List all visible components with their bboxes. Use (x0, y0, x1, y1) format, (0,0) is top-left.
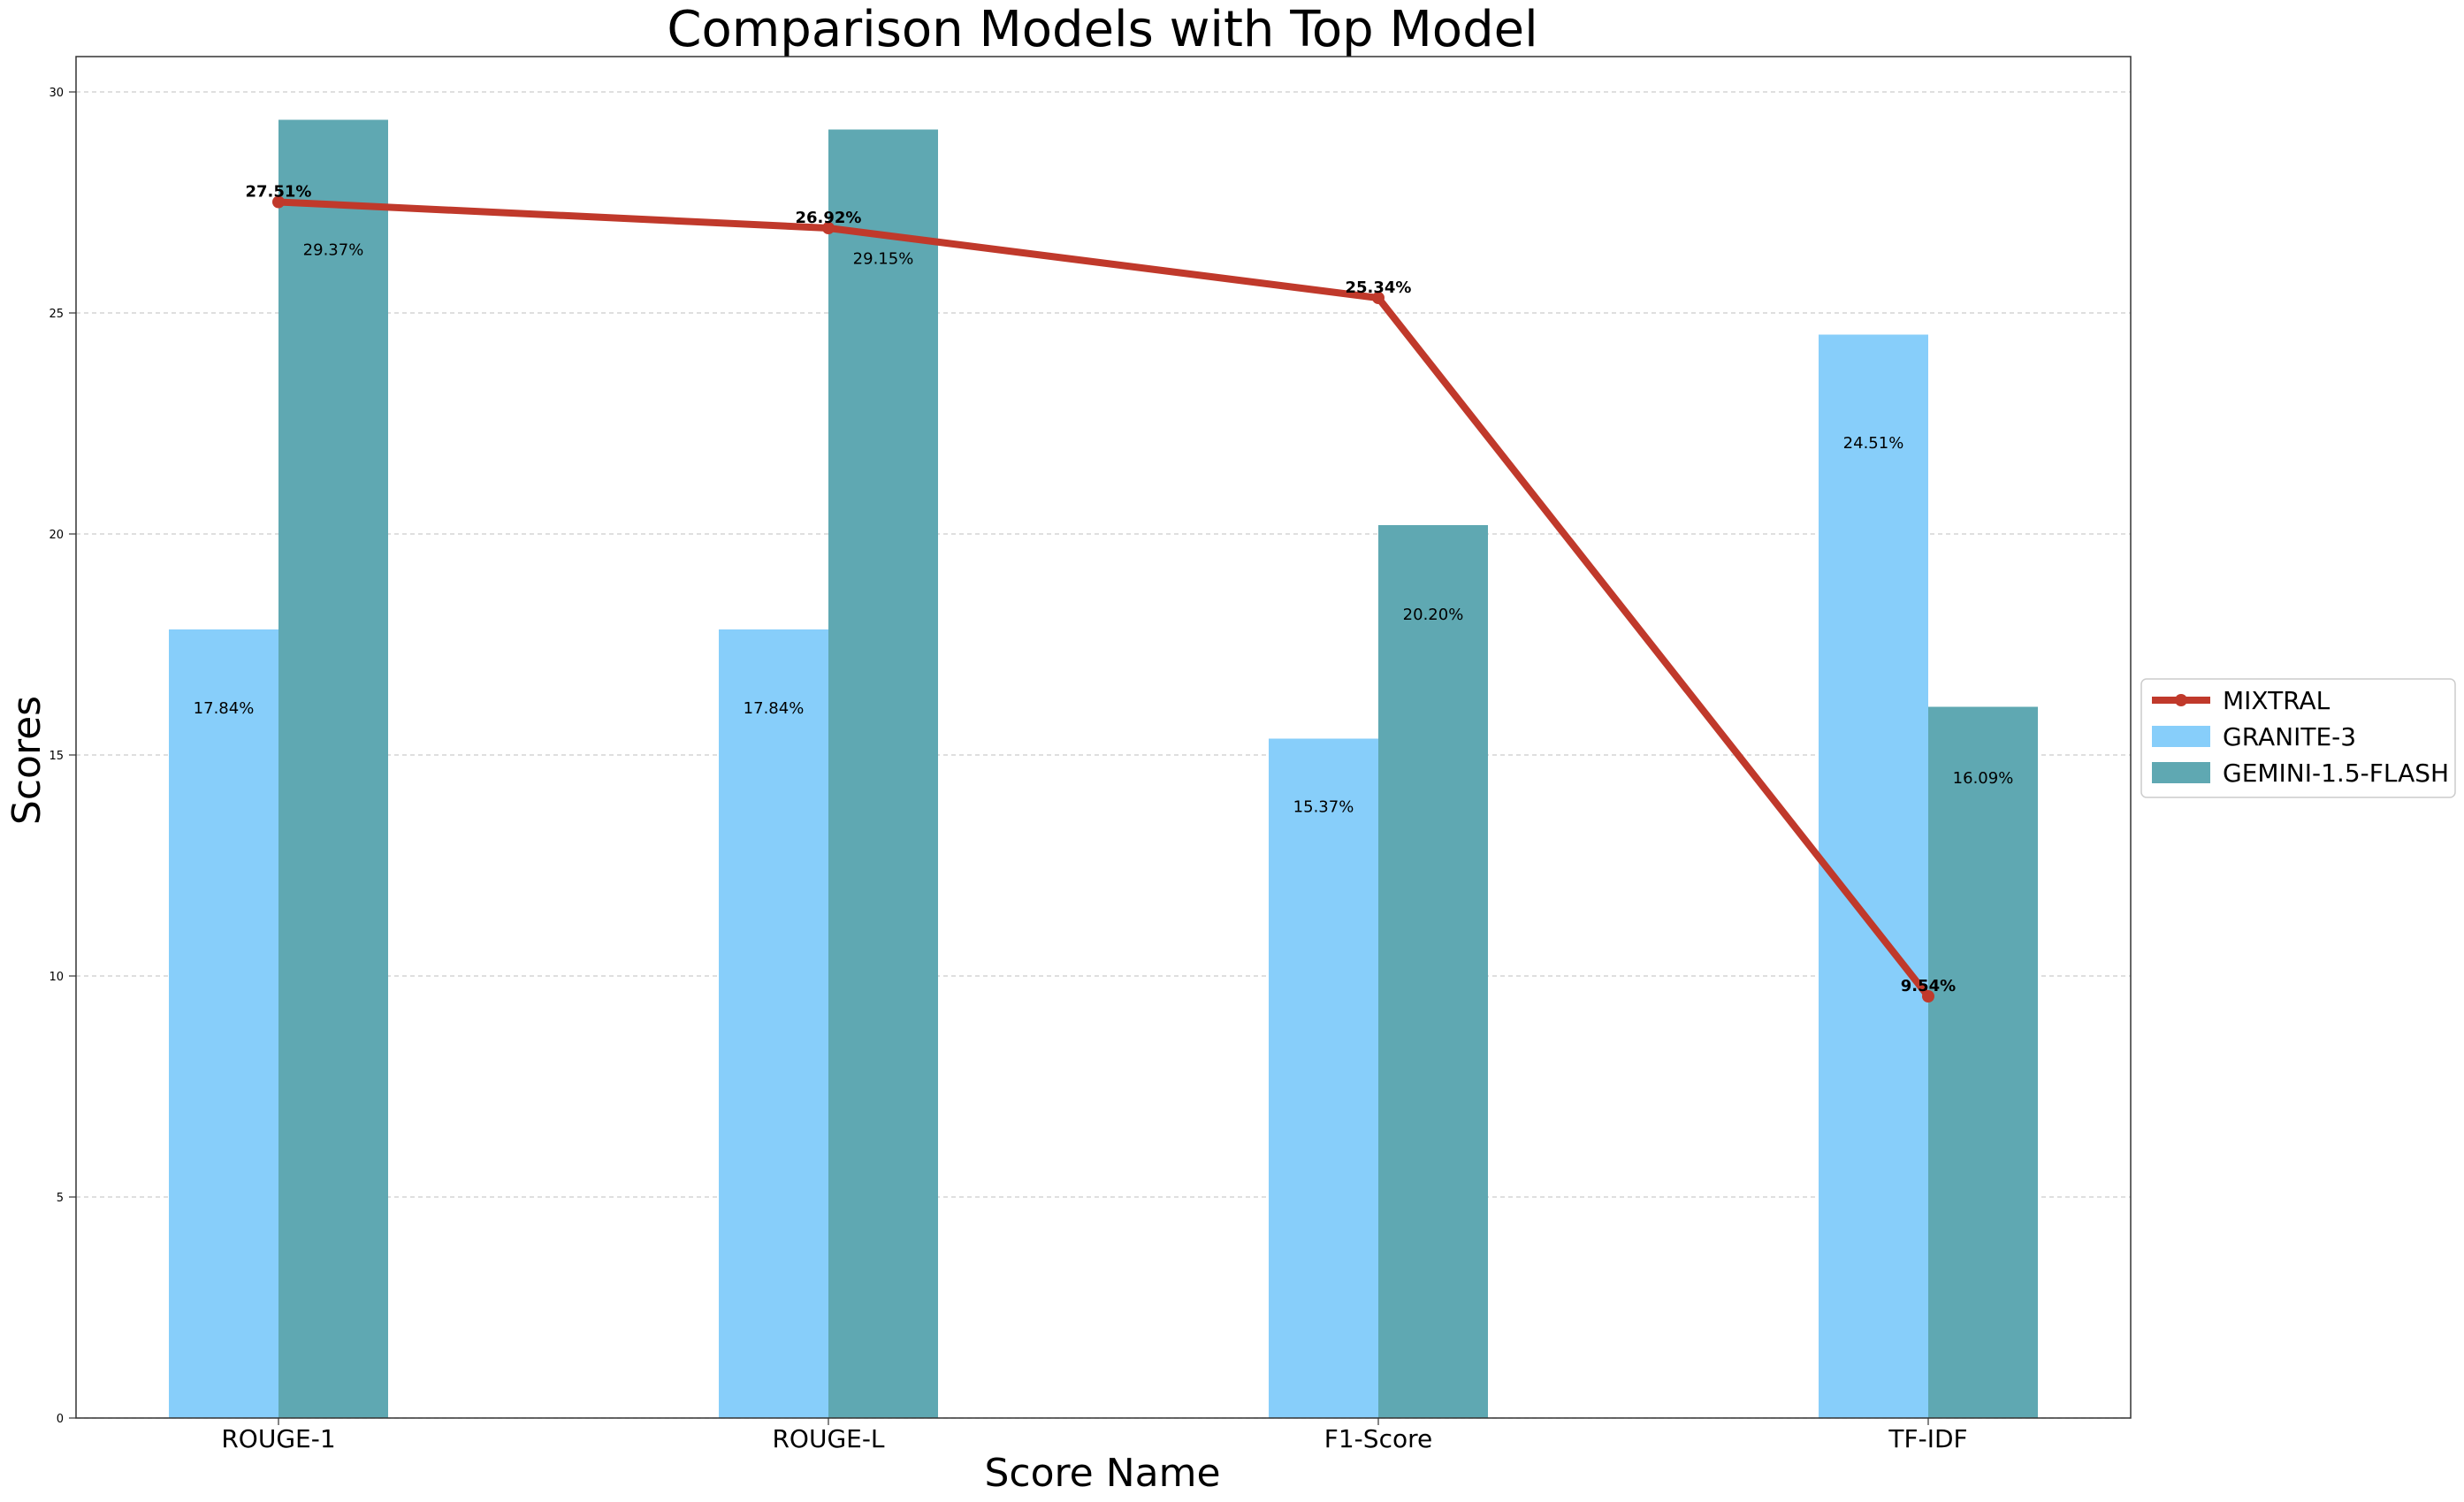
y-tick-label: 10 (49, 971, 64, 984)
bar-granite-3 (169, 629, 278, 1418)
legend-frame (2140, 678, 2456, 798)
bar-gemini-1.5-flash (1378, 525, 1488, 1418)
bar-value-label: 17.84% (194, 699, 255, 718)
y-tick-label: 5 (57, 1192, 64, 1205)
bar-value-label: 24.51% (1843, 434, 1904, 453)
line-value-label: 27.51% (246, 183, 312, 202)
bar-value-label: 29.37% (303, 240, 364, 259)
y-tick-label: 15 (49, 750, 64, 763)
y-axis-ticks: 0 5 10 15 20 25 30 (49, 87, 76, 1426)
grid (76, 91, 2131, 1419)
y-tick-label: 30 (49, 87, 64, 100)
point-mixtral (822, 222, 835, 234)
bar-granite-3 (1269, 738, 1378, 1418)
y-axis-label: Scores (4, 696, 50, 825)
bars (169, 119, 2038, 1418)
bar-value-label: 17.84% (744, 699, 805, 718)
point-mixtral (1372, 292, 1385, 304)
bar-value-label: 29.15% (853, 249, 914, 268)
legend: MIXTRAL GRANITE-3 GEMINI-1.5-FLASH (2140, 678, 2456, 798)
y-tick-label: 25 (49, 308, 64, 321)
bar-value-label: 20.20% (1403, 606, 1464, 624)
y-tick-label: 0 (57, 1413, 64, 1426)
legend-swatch-gemini-1.5-flash (2152, 762, 2210, 783)
legend-label-granite-3: GRANITE-3 (2223, 722, 2356, 751)
plot-frame (75, 56, 2132, 1419)
y-tick-label: 20 (49, 529, 64, 542)
legend-swatch-granite-3 (2152, 726, 2210, 747)
x-tick-label: TF-IDF (1888, 1424, 1967, 1453)
bar-value-label: 15.37% (1293, 797, 1354, 816)
bar-labels: 17.84% 17.84% 15.37% 24.51% 29.37% 29.15% 20.2… (194, 240, 2014, 816)
x-axis-ticks: ROUGE-1 ROUGE-L F1-Score TF-IDF (221, 1418, 1968, 1453)
legend-label-gemini-1.5-flash: GEMINI-1.5-FLASH (2223, 759, 2449, 788)
point-mixtral (272, 195, 285, 209)
chart-title: Comparison Models with Top Model (667, 1, 1537, 58)
bar-value-label: 16.09% (1953, 769, 2014, 788)
legend-marker-mixtral (2175, 694, 2187, 706)
legend-label-mixtral: MIXTRAL (2223, 686, 2331, 715)
bar-gemini-1.5-flash (1928, 706, 2038, 1418)
line-value-label: 26.92% (796, 209, 862, 227)
point-mixtral (1922, 990, 1934, 1003)
x-axis-label: Score Name (984, 1451, 1220, 1496)
line-mixtral (275, 198, 1932, 1000)
line-layer: 27.51% 26.92% 25.34% 9.54% (246, 183, 1956, 1003)
x-tick-label: ROUGE-L (772, 1424, 884, 1453)
line-value-label: 9.54% (1901, 977, 1956, 995)
line-value-label: 25.34% (1346, 278, 1412, 297)
x-tick-label: ROUGE-1 (221, 1424, 335, 1453)
bar-granite-3 (719, 629, 828, 1418)
bar-gemini-1.5-flash (278, 119, 388, 1418)
bar-gemini-1.5-flash (828, 129, 938, 1418)
x-tick-label: F1-Score (1324, 1424, 1432, 1453)
